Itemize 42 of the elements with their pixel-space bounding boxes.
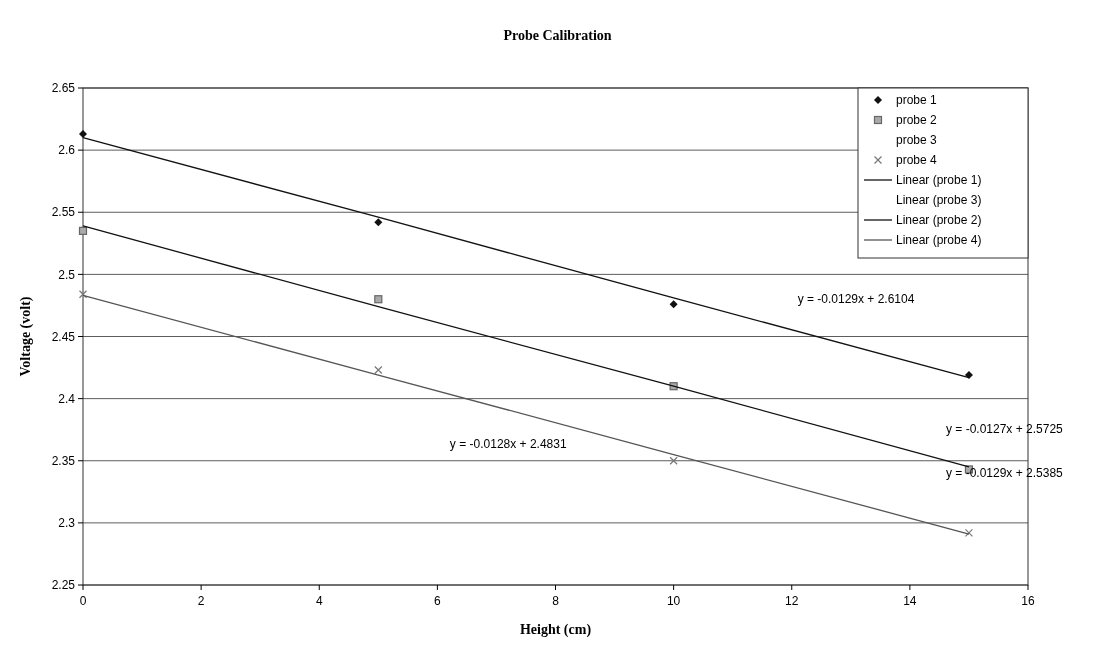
point	[669, 456, 678, 465]
chart-title: Probe Calibration	[503, 28, 612, 43]
y-tick-label: 2.3	[58, 516, 76, 531]
x-axis-title: Height (cm)	[519, 622, 592, 638]
legend-label: probe 2	[896, 113, 938, 128]
legend-label: probe 1	[896, 93, 938, 108]
legend-label: Linear (probe 4)	[896, 233, 982, 248]
point	[374, 365, 383, 375]
legend-label: Linear (probe 1)	[896, 173, 982, 188]
y-tick-label: 2.25	[51, 578, 76, 593]
x-tick-label: 14	[903, 594, 917, 608]
x-tick-label: 4	[315, 594, 323, 608]
point	[374, 295, 383, 304]
y-tick-label: 2.5	[58, 267, 76, 282]
y-tick-label: 2.6	[58, 143, 76, 158]
x-tick-label: 6	[434, 594, 442, 608]
y-tick-label: 2.45	[51, 329, 76, 344]
point	[79, 129, 87, 138]
point	[964, 528, 974, 537]
x-tick-label: 0	[79, 594, 87, 608]
y-axis-title: Voltage (volt)	[18, 296, 34, 377]
legend-label: Linear (probe 2)	[896, 213, 982, 228]
y-tick-label: 2.4	[58, 391, 76, 406]
annotation: y = -0.0129x + 2.6104	[797, 292, 915, 307]
point	[78, 290, 88, 299]
text: probe 3	[896, 133, 938, 148]
x-tick-label: 8	[552, 594, 560, 608]
x-tick-label: 12	[785, 594, 799, 608]
point	[374, 218, 383, 227]
y-tick-label: 2.35	[51, 453, 76, 468]
annotation: y = -0.0129x + 2.5385	[945, 466, 1064, 481]
x-tick-label: 10	[666, 594, 681, 608]
text: Linear (probe 3)	[896, 193, 982, 208]
point	[78, 226, 88, 235]
y-tick-label: 2.55	[51, 205, 76, 220]
annotation: y = -0.0127x + 2.5725	[945, 421, 1064, 436]
annotation: y = -0.0128x + 2.4831	[449, 436, 567, 451]
x-tick-label: 2	[197, 594, 205, 608]
point	[669, 300, 678, 309]
y-tick-label: 2.65	[51, 81, 76, 96]
x-tick-label: 16	[1021, 594, 1035, 608]
legend-label: probe 4	[896, 153, 938, 168]
